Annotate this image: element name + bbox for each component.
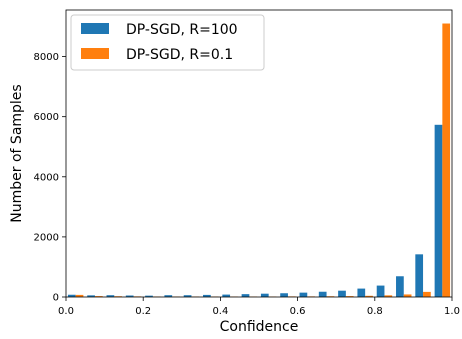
y-axis-ticks: 0 2000 4000 6000 8000 <box>34 52 66 303</box>
legend-label-r100: DP-SGD, R=100 <box>126 22 238 38</box>
bar-series-1-bin-18 <box>423 292 431 297</box>
bar-series-0-bin-17 <box>396 276 404 297</box>
x-tick-label: 0.6 <box>290 306 306 317</box>
legend-label-r01: DP-SGD, R=0.1 <box>126 47 233 63</box>
bar-series-0-bin-13 <box>319 292 327 297</box>
bar-series-0-bin-12 <box>300 293 308 297</box>
y-axis-label: Number of Samples <box>9 84 25 222</box>
y-tick-label: 4000 <box>34 172 59 183</box>
bar-series-0-bin-9 <box>242 294 250 297</box>
x-tick-label: 0.0 <box>58 306 74 317</box>
legend: DP-SGD, R=100 DP-SGD, R=0.1 <box>71 15 264 70</box>
x-tick-label: 0.8 <box>367 306 383 317</box>
x-tick-label: 0.2 <box>135 306 151 317</box>
y-tick-label: 0 <box>53 293 59 304</box>
x-tick-label: 0.4 <box>212 306 228 317</box>
bar-series-0-bin-14 <box>338 291 346 297</box>
bar-series-0-bin-19 <box>435 125 443 297</box>
bar-series-0-bin-10 <box>261 294 269 297</box>
x-axis-ticks: 0.0 0.2 0.4 0.6 0.8 1.0 <box>58 297 460 317</box>
bar-series-0-bin-11 <box>280 293 288 297</box>
x-tick-label: 1.0 <box>444 306 460 317</box>
bar-series-0-bin-18 <box>415 254 423 297</box>
bar-series-1-bin-19 <box>442 24 450 297</box>
bar-series-0-bin-16 <box>377 286 385 297</box>
bar-series-0-bin-15 <box>357 289 365 297</box>
y-tick-label: 2000 <box>34 232 59 243</box>
y-tick-label: 8000 <box>34 52 59 63</box>
x-axis-label: Confidence <box>220 319 299 335</box>
y-tick-label: 6000 <box>34 112 59 123</box>
legend-swatch-r01 <box>81 48 109 59</box>
legend-swatch-r100 <box>81 23 109 34</box>
